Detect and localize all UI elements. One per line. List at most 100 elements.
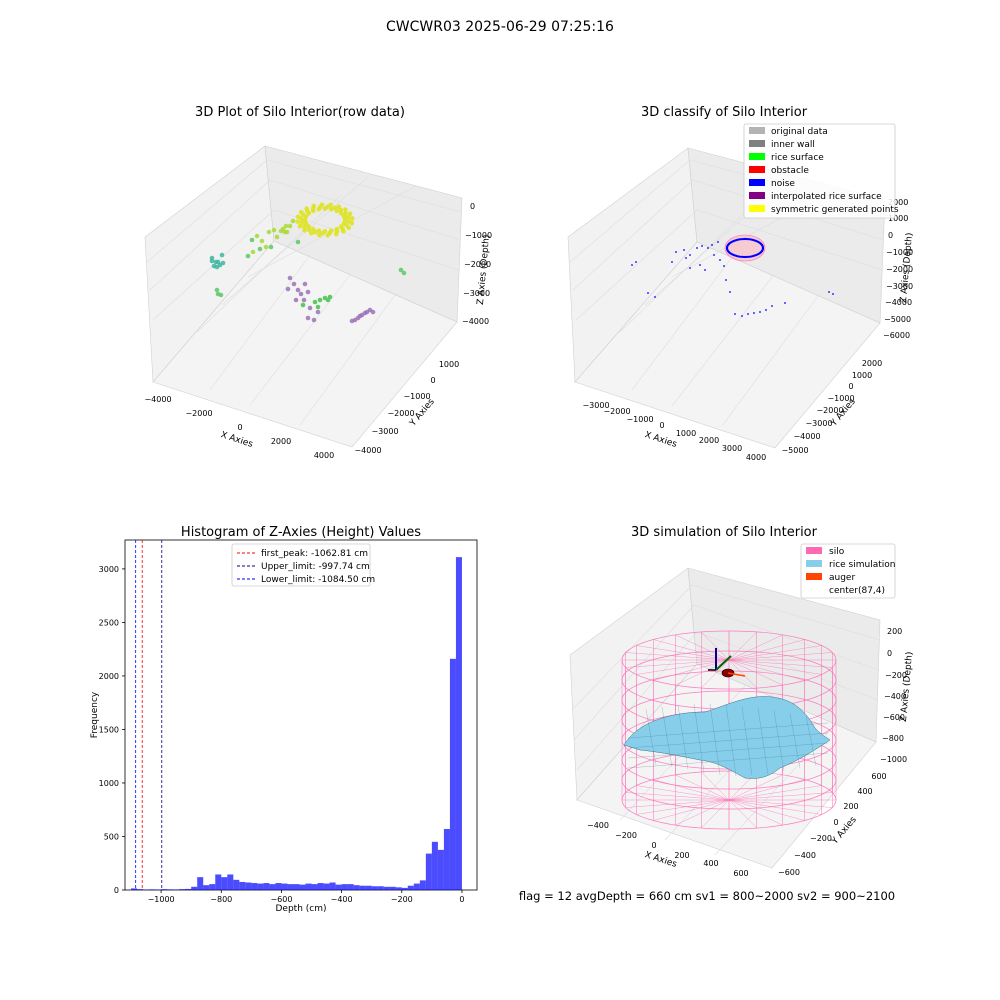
histogram-bar [197,877,204,890]
raw-3d-y-tick: −3000 [371,427,398,436]
silo-spoke [728,799,783,826]
histogram-bar [341,884,348,890]
silo-spoke [653,779,730,801]
silo-spoke [675,634,730,661]
silo-spoke [728,785,822,801]
simulation-3d-y-tick: −400 [794,851,816,860]
raw-3d-point [343,207,348,212]
simulation-3d-zlabel: Z Axies (Depth) [899,651,915,722]
raw-3d-point [341,229,346,234]
legend-swatch [749,127,765,134]
simulation-3d-y-tick: −200 [810,834,832,843]
silo-spoke [675,659,730,686]
histogram-bar [347,884,354,890]
raw-3d-point [325,233,331,238]
simulation-3d-y-tick: 400 [857,787,872,796]
panel-histogram: Histogram of Z-Axies (Height) Values −10… [90,525,478,914]
histogram-bar [377,886,384,890]
legend-label: silo [829,547,845,557]
noise-point [671,261,673,263]
raw-3d-point [300,302,306,308]
raw-3d-point [359,312,365,318]
noise-point [675,251,677,253]
classify-3d-y-tick: 1000 [852,371,872,380]
noise-point [719,259,721,261]
raw-3d-point [327,294,333,300]
histogram-legend: first_peak: -1062.81 cm Upper_limit: -997… [231,543,375,587]
silo-spoke [728,639,805,661]
raw-3d-point [317,297,323,303]
raw-3d-point [315,309,321,315]
classify-3d-xlabel: X Axies [643,430,678,450]
histogram-bar [161,889,168,890]
simulation-3d-z-tick: −200 [885,671,907,680]
figure-suptitle: CWCWR03 2025-06-29 07:25:16 [386,19,614,35]
silo-spoke [728,659,833,668]
noise-point [729,291,731,293]
raw-3d-point [259,238,265,244]
silo-spoke [728,799,757,829]
legend-swatch [749,205,765,212]
raw-3d-point [338,211,344,216]
raw-3d-point [302,217,308,223]
histogram-xlabel: Depth (cm) [275,904,326,914]
auger-shaft [727,672,746,677]
raw-3d-y-tick: 0 [430,376,435,385]
mesh-line [773,710,785,772]
noise-point [743,237,746,241]
raw-3d-point [283,223,289,229]
y-tick-label: 2000 [99,672,119,681]
noise-point [746,238,749,241]
raw-3d-point [266,229,272,235]
noise-point [744,237,747,241]
auger-axis-y [715,655,732,671]
raw-3d-z-tick: −4000 [462,317,489,326]
classify-3d-x-tick: −3000 [582,401,609,410]
raw-3d-x-tick: −4000 [144,395,171,404]
simulation-3d-x-tick: −200 [615,831,637,840]
classify-3d-x-tick: 0 [659,421,664,430]
mesh-line [757,708,769,774]
noise-point [739,238,743,241]
histogram-bar [269,884,276,890]
raw-3d-point [312,299,318,305]
classify-3d-x-tick: 2000 [699,436,719,445]
histogram-bar [335,884,342,890]
mesh-line [709,704,721,775]
mesh-line [805,715,817,766]
histogram-bar [395,887,402,890]
raw-3d-point [219,252,225,258]
silo-spoke [701,771,730,801]
classify-3d-z-tick: −3000 [886,282,913,291]
silo-spoke [728,659,805,681]
noise-point [689,267,691,269]
raw-3d-point [347,211,353,216]
silo-spoke [625,792,730,801]
histogram-plot-area [124,539,478,891]
histogram-bar [407,885,414,890]
classify-3d-z-tick: 2000 [888,198,908,207]
raw-3d-x-tick: 4000 [314,451,334,460]
histogram-bar [401,887,408,890]
raw-3d-point [263,244,269,250]
classify-3d-x-tick: −2000 [603,407,630,416]
noise-point [738,238,741,241]
silo-spoke [625,652,730,661]
legend-swatch [806,573,822,580]
noise-point [746,255,749,258]
raw-3d-y-tick: −1000 [403,392,430,401]
histogram-bar [353,885,360,890]
legend-label: rice surface [771,153,824,163]
classify-3d-y-tick: −1000 [827,394,854,403]
histogram-bar [299,884,306,890]
silo-spoke [675,799,730,826]
silo-spoke [728,634,783,661]
silo-spoke [728,799,833,808]
noise-point [784,302,786,304]
histogram-bar [365,885,372,890]
simulation-3d-z-tick: −600 [883,713,905,722]
raw-3d-point [295,239,301,245]
noise-point [711,244,713,246]
y-tick-label: 2500 [99,618,119,627]
raw-3d-point [291,281,297,287]
